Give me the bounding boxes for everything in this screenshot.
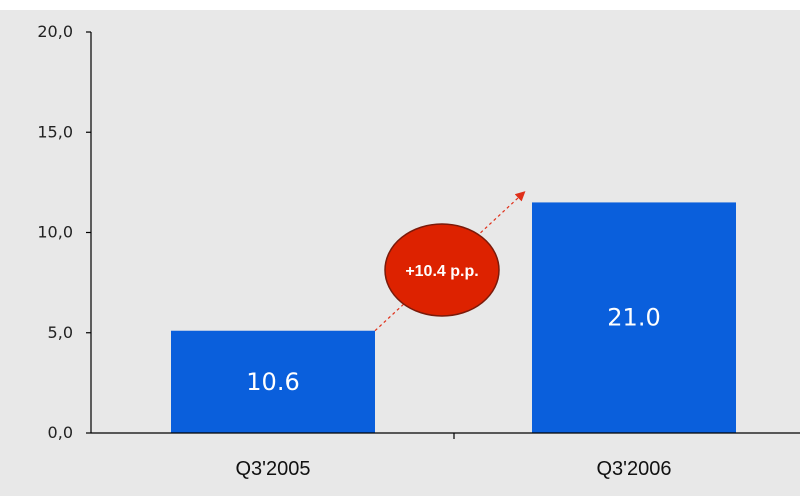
y-axis-ticks: 0,0 5,0 10,0 15,0 20,0 (37, 22, 455, 442)
bar-1 (171, 330, 375, 433)
growth-arrow (374, 191, 526, 332)
y-tick-label: 15,0 (37, 122, 73, 141)
y-tick-label: 10,0 (37, 223, 73, 242)
growth-label: +10.4 p.p. (405, 263, 478, 280)
y-tick-label: 20,0 (37, 22, 73, 41)
y-tick-label: 0,0 (48, 423, 73, 442)
bar-value-label: 21.0 (607, 304, 660, 332)
y-tick-label: 5,0 (48, 323, 73, 342)
bar-2 (532, 202, 736, 433)
axes (90, 32, 800, 434)
bars: 10.6 Q3'2005 21.0 Q3'2006 (171, 202, 736, 480)
x-category-label: Q3'2005 (236, 458, 311, 480)
x-category-label: Q3'2006 (597, 458, 672, 480)
growth-bubble (384, 223, 500, 317)
growth-annotation: +10.4 p.p. (374, 191, 526, 332)
bar-value-label: 10.6 (246, 368, 299, 396)
